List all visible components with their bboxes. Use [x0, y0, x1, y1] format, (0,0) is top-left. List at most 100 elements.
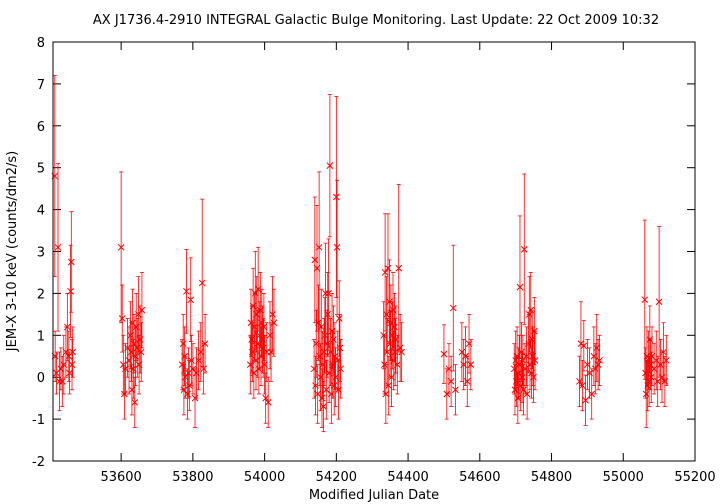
y-tick-label: 2	[37, 287, 45, 302]
x-tick-label: 55200	[674, 470, 715, 485]
data-point	[647, 351, 655, 403]
point-marker	[264, 398, 272, 406]
point-marker	[179, 340, 187, 348]
point-marker	[655, 298, 663, 306]
data-point	[68, 339, 76, 391]
data-point	[443, 368, 451, 420]
y-axis: -2 -1 0 1 2 3 4 5 6 7 8	[32, 36, 695, 470]
point-marker	[200, 365, 207, 373]
point-marker	[395, 264, 403, 272]
data-point	[580, 320, 588, 372]
point-marker	[591, 365, 599, 373]
point-marker	[260, 323, 268, 331]
data-point	[577, 301, 585, 386]
y-tick-label: 0	[37, 371, 45, 386]
point-marker	[325, 290, 332, 297]
data-point	[187, 257, 195, 342]
data-point	[641, 219, 649, 380]
point-marker	[577, 340, 585, 348]
data-point	[531, 330, 539, 391]
data-point	[596, 334, 603, 386]
data-point	[579, 360, 586, 412]
data-point	[467, 339, 475, 391]
data-point	[655, 225, 663, 378]
y-axis-label: JEM-X 3-10 keV (counts/dm2/s)	[5, 151, 20, 352]
data-point	[201, 313, 209, 374]
point-marker	[69, 348, 77, 356]
point-marker	[320, 348, 328, 356]
data-points	[51, 75, 670, 433]
point-marker	[447, 378, 455, 385]
point-marker	[320, 403, 327, 410]
x-tick-label: 54400	[387, 470, 428, 485]
x-axis: 53600 53800 54000 54200 54400 54600 54800 55000…	[100, 42, 716, 485]
point-marker	[531, 357, 539, 364]
point-marker	[525, 310, 533, 318]
point-marker	[520, 246, 528, 253]
data-point	[325, 238, 332, 349]
point-marker	[662, 357, 670, 364]
data-point	[520, 173, 528, 326]
point-marker	[333, 243, 341, 251]
point-marker	[68, 361, 76, 368]
data-point	[452, 364, 459, 416]
plot-frame	[52, 41, 696, 462]
point-marker	[644, 382, 652, 389]
point-marker	[270, 319, 278, 327]
data-point	[189, 343, 197, 395]
point-marker	[56, 378, 63, 385]
x-tick-label: 55000	[603, 470, 644, 485]
point-marker	[391, 323, 398, 331]
y-tick-label: 1	[37, 329, 45, 344]
point-marker	[131, 398, 139, 406]
data-point	[326, 93, 334, 238]
point-marker	[187, 296, 195, 304]
data-point	[320, 380, 327, 433]
data-point	[660, 322, 667, 382]
point-marker	[57, 365, 65, 373]
data-point	[138, 272, 146, 349]
data-point	[647, 339, 654, 391]
point-marker	[62, 348, 70, 356]
point-marker	[331, 352, 339, 360]
point-marker	[251, 290, 259, 297]
point-marker	[382, 390, 390, 398]
point-marker	[593, 344, 601, 352]
point-marker	[596, 357, 603, 364]
point-marker	[317, 323, 325, 331]
data-point	[391, 292, 398, 361]
data-point	[248, 305, 256, 374]
y-tick-label: -2	[32, 455, 45, 470]
data-point	[519, 334, 527, 386]
y-tick-label: 5	[37, 162, 45, 177]
x-tick-label: 54800	[531, 470, 572, 485]
data-point	[335, 280, 343, 357]
y-tick-label: 8	[37, 36, 45, 51]
point-marker	[392, 336, 400, 343]
data-point	[657, 339, 664, 391]
data-point	[270, 288, 278, 357]
data-point	[320, 318, 328, 386]
point-marker	[440, 350, 448, 358]
point-marker	[128, 386, 136, 394]
data-point	[591, 343, 599, 395]
point-marker	[467, 361, 475, 368]
point-marker	[315, 243, 323, 251]
point-marker	[335, 315, 343, 322]
point-marker	[384, 264, 392, 272]
data-point	[463, 355, 471, 407]
point-marker	[198, 279, 206, 287]
x-tick-label: 54200	[316, 470, 357, 485]
data-point	[333, 179, 341, 315]
point-marker	[117, 243, 125, 251]
point-marker	[327, 390, 335, 398]
data-point	[662, 334, 670, 386]
data-point	[447, 355, 455, 407]
point-marker	[657, 361, 664, 368]
data-point	[264, 376, 272, 428]
data-point	[650, 343, 658, 395]
data-point	[395, 184, 403, 353]
y-tick-label: 3	[37, 246, 45, 261]
y-tick-label: 4	[37, 204, 45, 219]
y-tick-label: -1	[32, 413, 45, 428]
